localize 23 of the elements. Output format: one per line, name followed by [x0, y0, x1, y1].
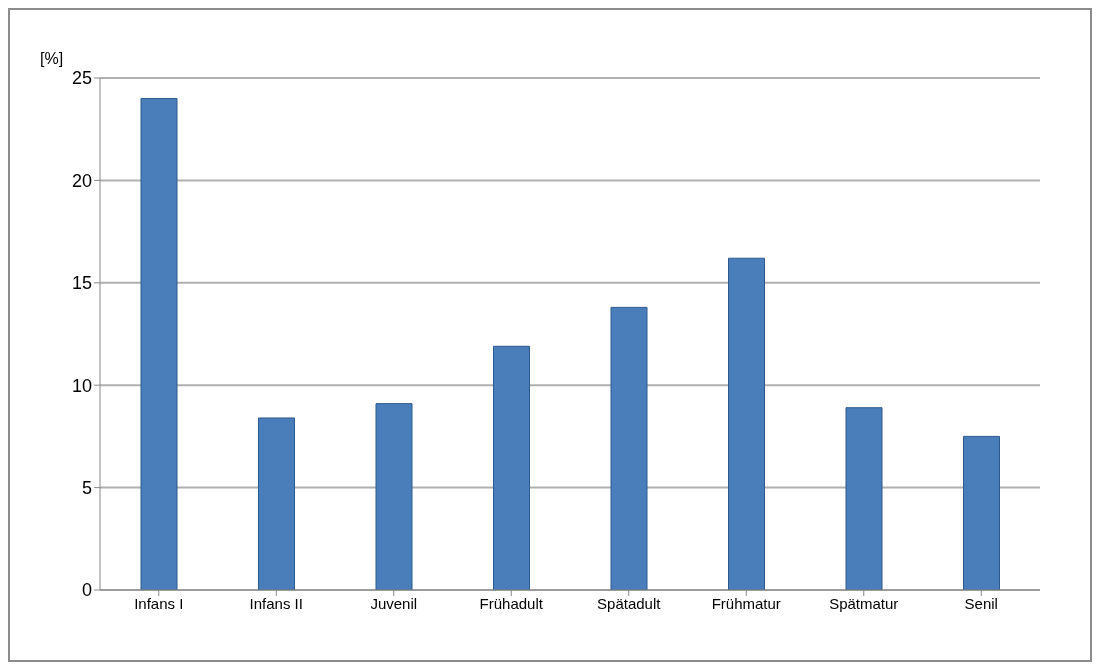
x-tick-label: Spätadult — [597, 594, 662, 612]
y-tick-label: 25 — [71, 68, 92, 89]
y-tick-label: 10 — [71, 375, 92, 396]
x-tick-label: Juvenil — [370, 594, 418, 612]
bar — [493, 345, 530, 590]
x-tick-label: Infans II — [249, 594, 303, 612]
y-tick-label: 0 — [81, 580, 92, 601]
x-tick-label: Spätmatur — [829, 594, 899, 612]
x-tick-label: Infans I — [134, 594, 184, 612]
bar — [728, 257, 765, 590]
y-tick-label: 20 — [71, 170, 92, 191]
x-tick-label: Frühmatur — [711, 594, 781, 612]
bar — [140, 97, 178, 590]
bar — [375, 403, 413, 590]
bar — [845, 407, 883, 590]
bar — [258, 417, 295, 590]
y-axis-title: [%] — [40, 50, 64, 68]
bar — [610, 306, 648, 590]
y-tick-label: 5 — [81, 477, 92, 498]
y-tick-label: 15 — [71, 273, 92, 294]
bar — [963, 435, 1000, 590]
x-tick-label: Frühadult — [479, 594, 544, 612]
x-tick-label: Senil — [964, 594, 998, 612]
